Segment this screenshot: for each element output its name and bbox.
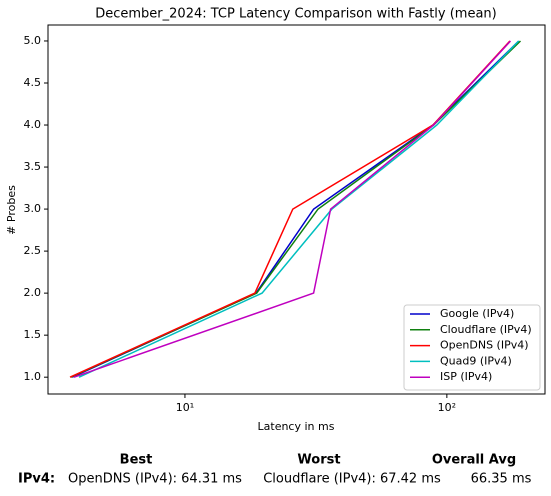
- header: Overall Avg: [432, 453, 516, 468]
- chart-title: December_2024: TCP Latency Comparison wi…: [95, 7, 497, 22]
- x-axis-label: Latency in ms: [258, 420, 335, 433]
- legend-label: ISP (IPv4): [440, 370, 492, 383]
- legend-label: Quad9 (IPv4): [440, 354, 512, 367]
- best-value: OpenDNS (IPv4): 64.31 ms: [68, 472, 242, 487]
- y-tick-label: 2.0: [24, 286, 42, 299]
- y-tick-label: 5.0: [24, 34, 42, 47]
- legend-label: Cloudflare (IPv4): [440, 323, 532, 336]
- y-axis-label: # Probes: [5, 185, 18, 235]
- row-label: IPv4:: [18, 472, 55, 487]
- y-tick-label: 2.5: [24, 244, 42, 257]
- y-tick-label: 4.5: [24, 76, 42, 89]
- y-tick-label: 3.0: [24, 202, 42, 215]
- legend-label: Google (IPv4): [440, 307, 514, 320]
- header: Worst: [297, 453, 340, 468]
- y-tick-label: 3.5: [24, 160, 42, 173]
- y-tick-label: 1.0: [24, 370, 42, 383]
- avg-value: 66.35 ms: [471, 472, 532, 487]
- legend-box: [403, 304, 541, 391]
- x-tick-label: 10¹: [176, 401, 194, 414]
- series-line: [78, 40, 520, 378]
- y-tick-label: 4.0: [24, 118, 42, 131]
- header: Best: [120, 453, 153, 468]
- y-tick-label: 1.5: [24, 328, 42, 341]
- x-tick-label: 10²: [438, 401, 456, 414]
- series-line: [73, 40, 512, 378]
- legend-label: OpenDNS (IPv4): [440, 339, 529, 352]
- worst-value: Cloudflare (IPv4): 67.42 ms: [263, 472, 441, 487]
